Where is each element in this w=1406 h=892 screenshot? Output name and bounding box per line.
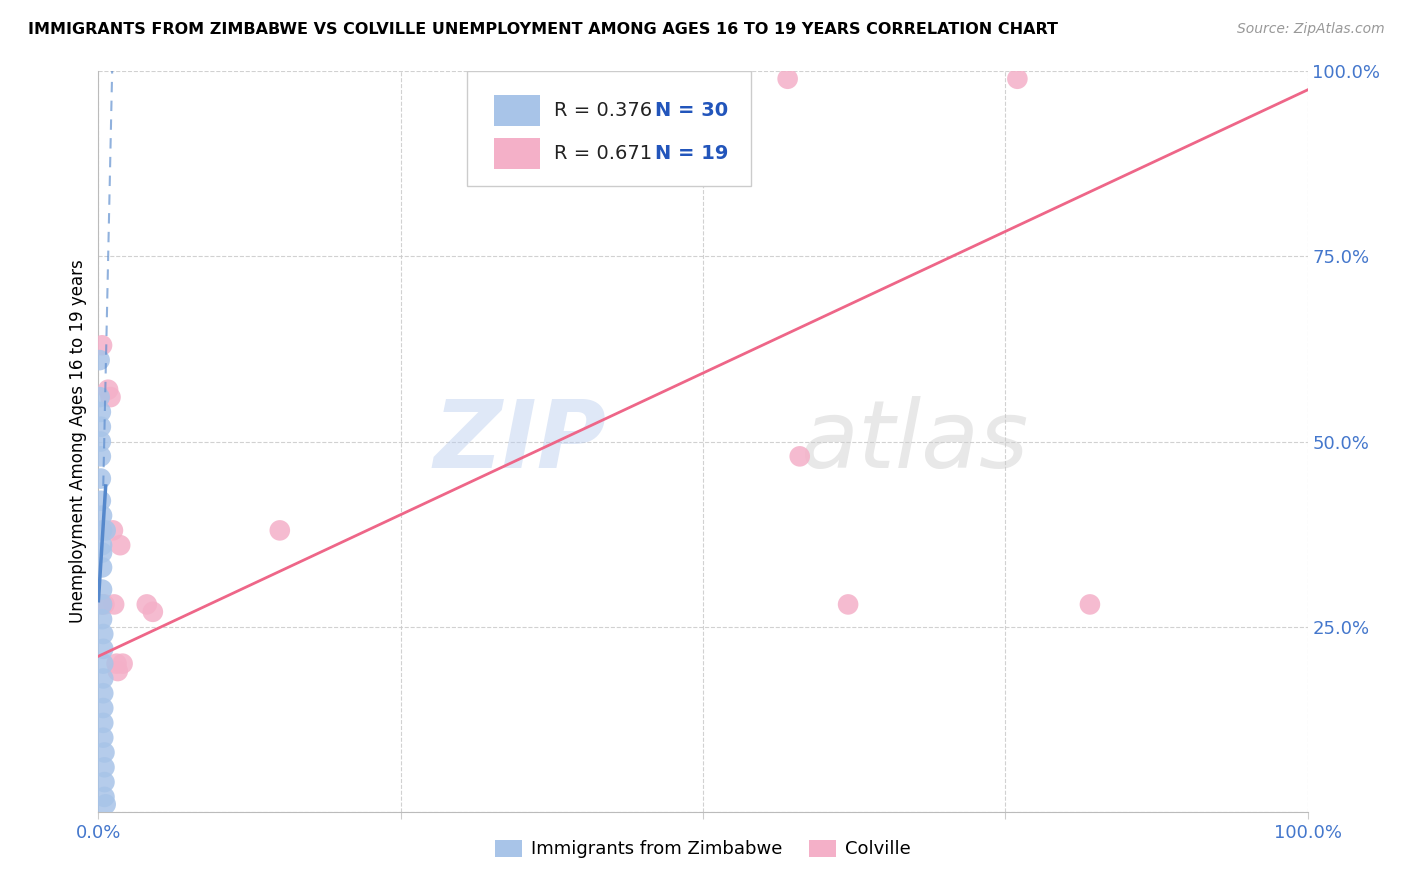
Point: [91, 686, 114, 700]
Point: [1078, 598, 1101, 612]
Point: [90, 419, 112, 434]
Point: [90, 471, 112, 485]
Point: [93, 746, 115, 760]
Point: [776, 71, 799, 86]
Point: [142, 605, 165, 619]
Point: [94, 524, 117, 538]
Text: R = 0.671: R = 0.671: [554, 144, 652, 163]
Point: [91, 538, 114, 552]
Point: [111, 657, 134, 671]
Text: atlas: atlas: [800, 396, 1028, 487]
Text: R = 0.376: R = 0.376: [554, 101, 652, 120]
Text: N = 19: N = 19: [655, 144, 728, 163]
Point: [91, 672, 114, 686]
Point: [100, 390, 122, 404]
Point: [101, 524, 124, 538]
Legend: Immigrants from Zimbabwe, Colville: Immigrants from Zimbabwe, Colville: [488, 832, 918, 865]
Point: [89, 390, 111, 404]
Point: [91, 524, 114, 538]
Point: [90, 434, 112, 449]
Point: [91, 701, 114, 715]
Point: [91, 598, 114, 612]
Point: [90, 405, 112, 419]
Text: ZIP: ZIP: [433, 395, 606, 488]
Point: [91, 598, 114, 612]
FancyBboxPatch shape: [467, 71, 751, 186]
Point: [93, 760, 115, 774]
Text: Source: ZipAtlas.com: Source: ZipAtlas.com: [1237, 22, 1385, 37]
Y-axis label: Unemployment Among Ages 16 to 19 years: Unemployment Among Ages 16 to 19 years: [69, 260, 87, 624]
Point: [91, 731, 114, 745]
Text: IMMIGRANTS FROM ZIMBABWE VS COLVILLE UNEMPLOYMENT AMONG AGES 16 TO 19 YEARS CORR: IMMIGRANTS FROM ZIMBABWE VS COLVILLE UNE…: [28, 22, 1059, 37]
Point: [91, 582, 114, 597]
Point: [90, 493, 112, 508]
Point: [107, 664, 129, 678]
Point: [91, 657, 114, 671]
Point: [789, 450, 811, 464]
Point: [91, 560, 114, 574]
Text: N = 30: N = 30: [655, 101, 728, 120]
FancyBboxPatch shape: [494, 95, 540, 126]
Point: [105, 657, 128, 671]
Point: [97, 383, 120, 397]
Point: [108, 538, 131, 552]
Point: [91, 715, 114, 730]
Point: [93, 775, 115, 789]
Point: [103, 598, 125, 612]
Point: [1007, 71, 1029, 86]
Point: [93, 789, 115, 804]
Point: [837, 598, 859, 612]
Point: [91, 612, 114, 626]
Point: [89, 353, 111, 368]
Point: [91, 508, 114, 523]
FancyBboxPatch shape: [494, 138, 540, 169]
Point: [91, 627, 114, 641]
Point: [94, 797, 117, 812]
Point: [90, 450, 112, 464]
Point: [269, 524, 291, 538]
Point: [91, 338, 114, 352]
Point: [93, 598, 115, 612]
Point: [91, 641, 114, 656]
Point: [135, 598, 157, 612]
Point: [91, 546, 114, 560]
